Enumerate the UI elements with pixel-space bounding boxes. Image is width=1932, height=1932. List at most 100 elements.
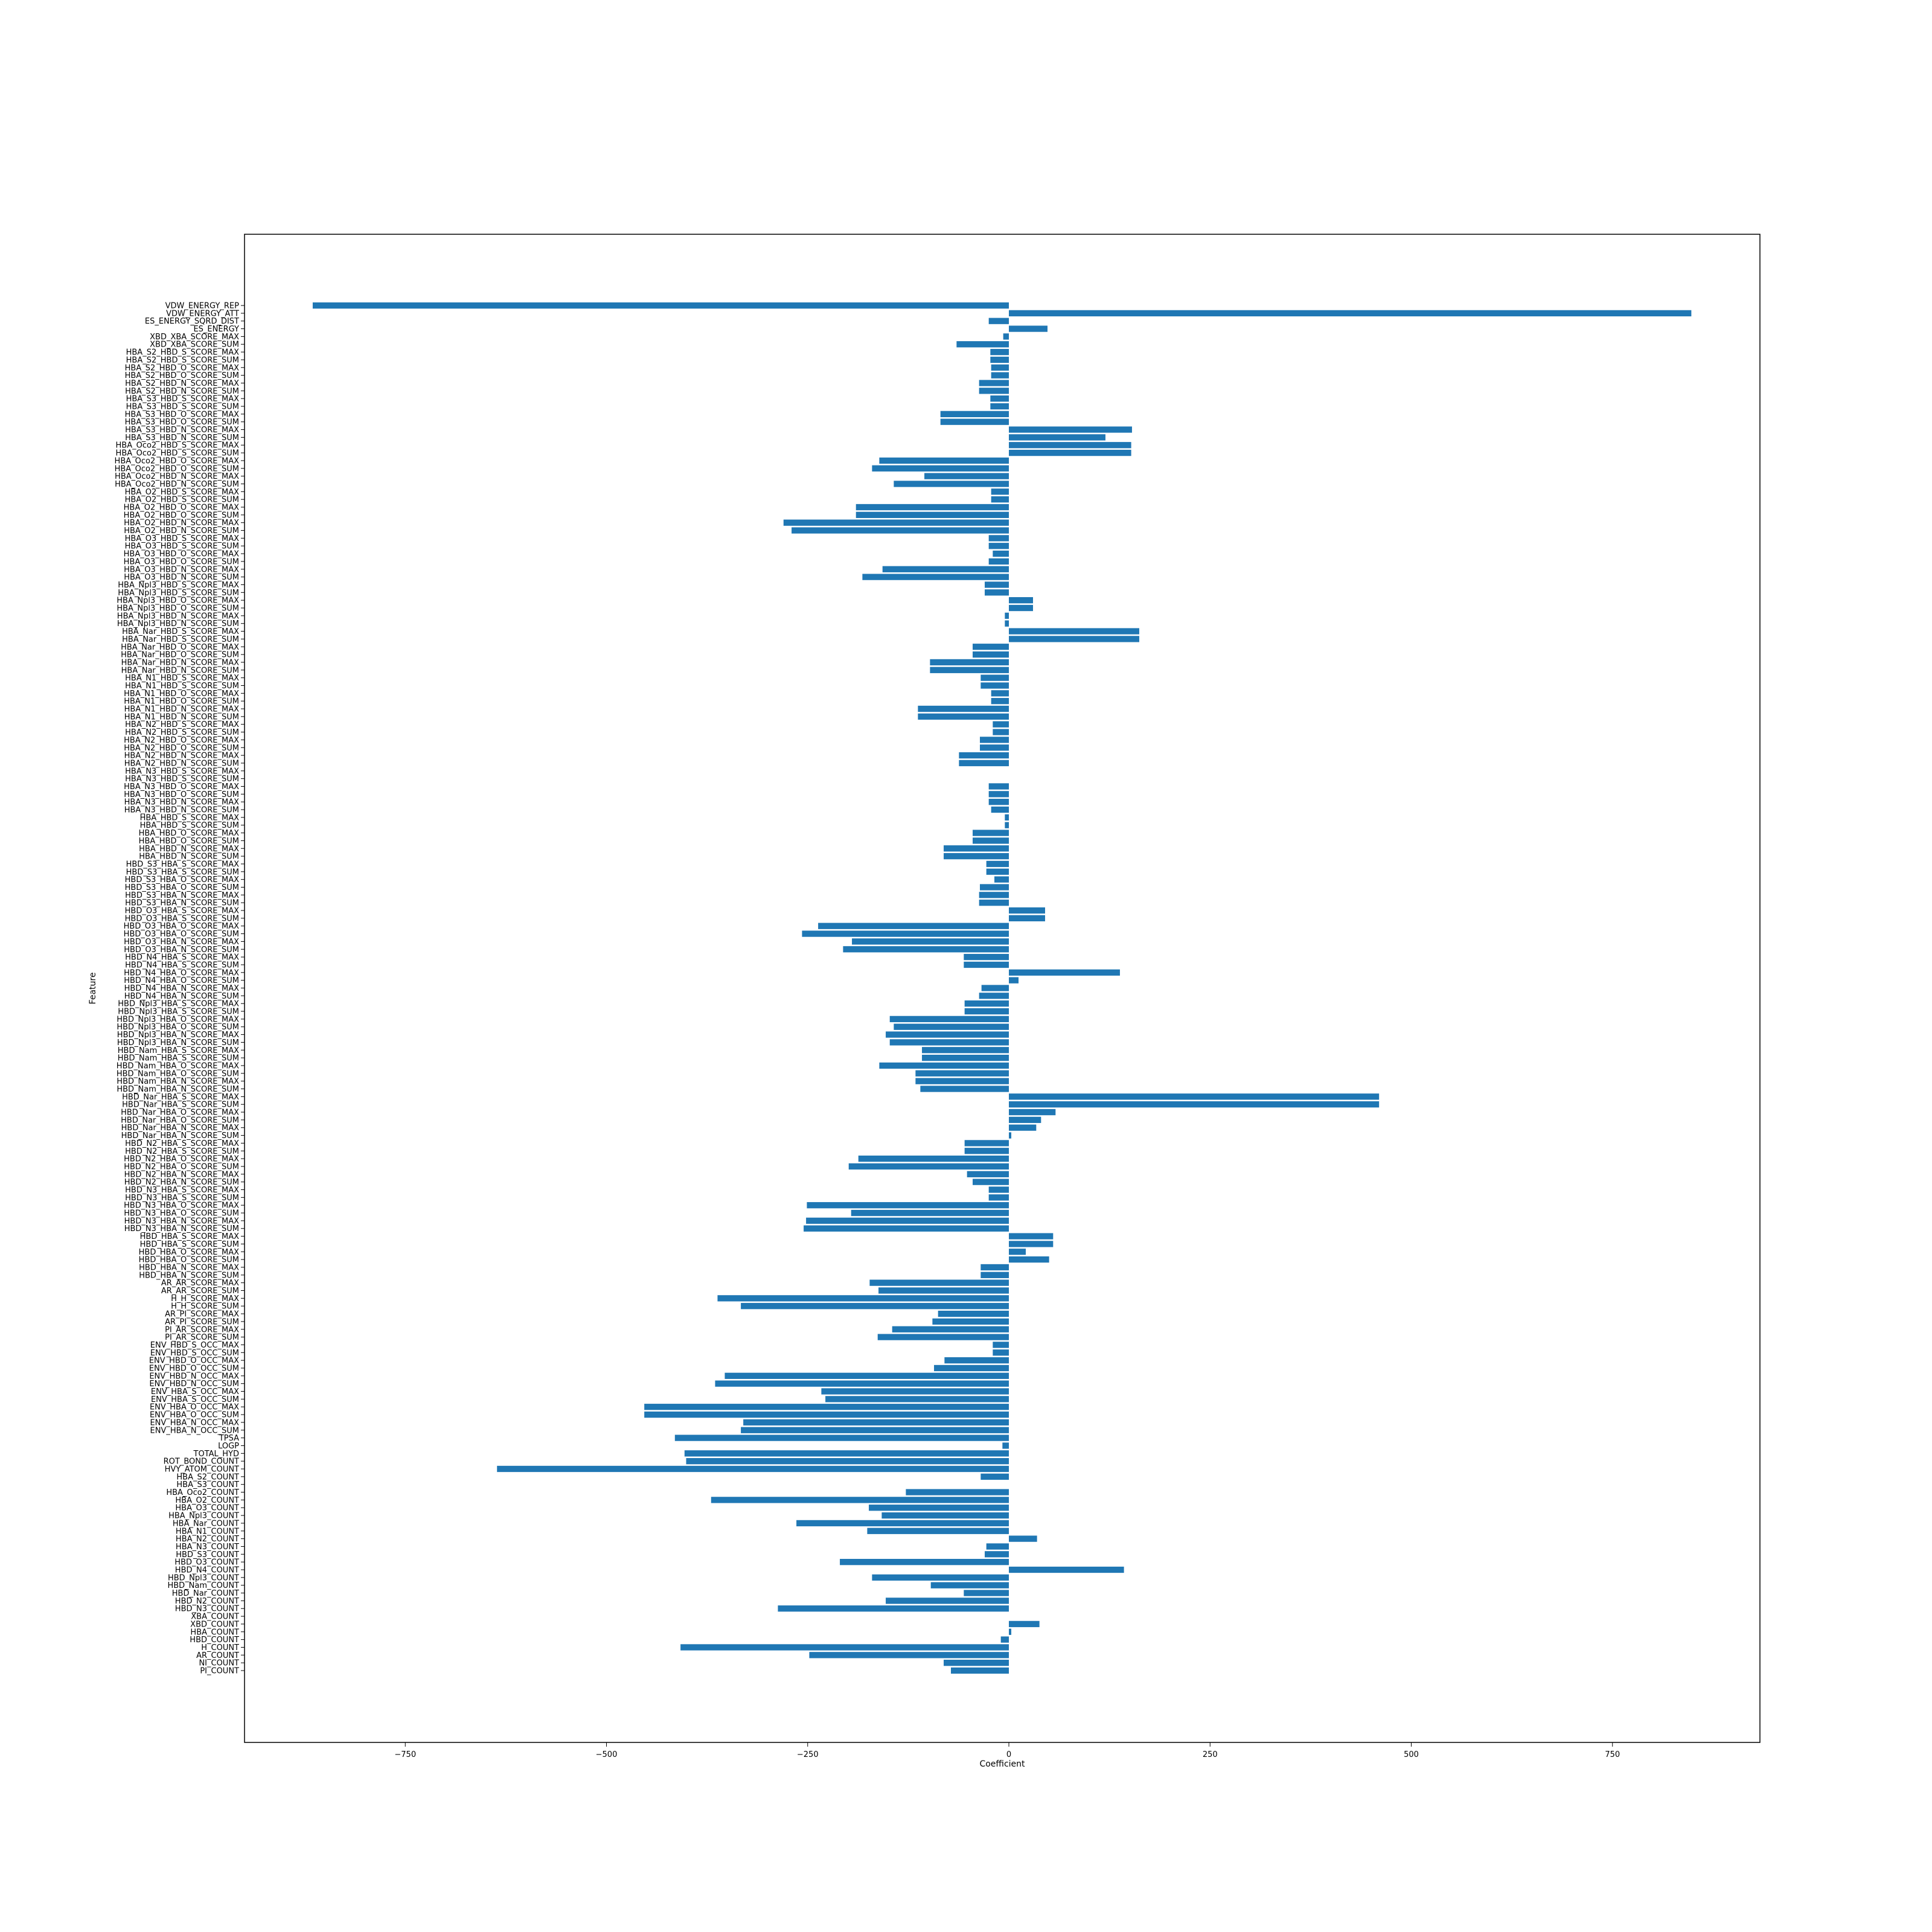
bar xyxy=(312,302,1009,309)
bar xyxy=(802,930,1009,937)
y-tick-label: HBD_HBA_S_SCORE_MAX xyxy=(140,1232,239,1241)
y-tick-label: HBA_Nar_HBD_S_SCORE_MAX xyxy=(122,627,239,636)
bar xyxy=(924,473,1009,479)
y-tick-label: HBA_S2_HBD_N_SCORE_MAX xyxy=(125,379,239,388)
y-tick-label: HBD_HBA_N_SCORE_SUM xyxy=(139,1271,239,1280)
bar xyxy=(741,1303,1009,1310)
bar xyxy=(964,1590,1009,1596)
y-tick-label: HBD_N4_HBA_N_SCORE_MAX xyxy=(124,984,239,993)
bar xyxy=(993,550,1009,557)
bar xyxy=(964,961,1009,968)
bar xyxy=(778,1605,1009,1612)
y-tick-label: HBD_O3_HBA_S_SCORE_MAX xyxy=(125,907,239,916)
bar xyxy=(988,1186,1009,1193)
y-tick-label: HBA_N2_HBD_O_SCORE_MAX xyxy=(124,736,239,745)
bar xyxy=(715,1380,1009,1387)
y-tick-label: HBA_Oco2_HBD_O_SCORE_MAX xyxy=(115,456,240,465)
y-tick-label: HBD_Npl3_COUNT xyxy=(168,1573,239,1582)
y-tick-label: HBA_N2_COUNT xyxy=(176,1535,239,1544)
y-tick-label: HBD_HBA_N_SCORE_MAX xyxy=(139,1263,239,1272)
y-tick-label: HBD_N2_HBA_N_SCORE_SUM xyxy=(124,1178,239,1187)
bar xyxy=(922,1054,1009,1061)
y-tick-label: HBD_O3_COUNT xyxy=(174,1558,239,1567)
bar xyxy=(809,1652,1009,1659)
bar xyxy=(886,1031,1009,1038)
bar xyxy=(988,799,1009,805)
y-tick-label: HBD_Npl3_HBA_N_SCORE_SUM xyxy=(117,1038,239,1048)
y-tick-label: HBA_Nar_HBD_O_SCORE_SUM xyxy=(121,651,239,660)
y-tick-label: HBD_Npl3_HBA_N_SCORE_MAX xyxy=(117,1031,239,1040)
bar xyxy=(684,1450,1009,1457)
bar xyxy=(944,1660,1009,1666)
y-tick-label: ENV_HBD_S_OCC_SUM xyxy=(150,1349,239,1358)
bar xyxy=(930,667,1009,673)
y-tick-label: HBA_Oco2_HBD_O_SCORE_SUM xyxy=(115,464,239,473)
y-tick-label: HBA_O3_HBD_S_SCORE_MAX xyxy=(125,534,239,543)
y-tick-label: TPSA xyxy=(219,1434,239,1443)
bar xyxy=(851,1209,1009,1217)
y-tick-label: ENV_HBD_O_OCC_SUM xyxy=(149,1364,239,1373)
bar xyxy=(940,418,1009,425)
y-tick-label: HBD_N3_HBA_N_SCORE_SUM xyxy=(124,1224,239,1233)
bar xyxy=(973,837,1009,844)
x-tick-label: 250 xyxy=(1203,1750,1218,1759)
y-tick-label: HBD_N3_HBA_O_SCORE_MAX xyxy=(124,1201,239,1211)
y-tick-label: HBA_N1_HBD_S_SCORE_MAX xyxy=(125,674,239,683)
bar xyxy=(991,690,1009,697)
x-axis-ticks: −750 −500 −250 0 250 500 750 xyxy=(394,1742,1620,1759)
y-tick-label: HBA_S3_HBD_O_SCORE_SUM xyxy=(125,418,239,427)
bar xyxy=(991,372,1009,379)
y-tick-label: ROT_BOND_COUNT xyxy=(164,1457,239,1467)
bar xyxy=(980,1271,1009,1278)
bar xyxy=(889,1039,1009,1046)
bar xyxy=(1009,1628,1011,1635)
y-tick-label: HBD_N4_COUNT xyxy=(175,1566,239,1575)
y-tick-label: HBA_Npl3_HBD_N_SCORE_MAX xyxy=(117,612,239,621)
bar xyxy=(1009,1233,1054,1239)
bar xyxy=(1005,814,1009,821)
bar xyxy=(959,752,1009,759)
bar xyxy=(1009,597,1033,604)
bar xyxy=(711,1497,1009,1503)
y-tick-label: HBA_Oco2_HBD_N_SCORE_MAX xyxy=(115,472,239,481)
bar xyxy=(882,566,1009,572)
bar xyxy=(973,651,1009,658)
bar xyxy=(858,1155,1009,1162)
y-tick-label: HBD_Npl3_HBA_O_SCORE_SUM xyxy=(117,1023,239,1032)
y-axis-label: Feature xyxy=(88,973,98,1005)
x-tick-label: 500 xyxy=(1404,1750,1419,1759)
x-tick-label: 750 xyxy=(1605,1750,1620,1759)
bar xyxy=(980,744,1009,751)
y-tick-label: HBD_Nar_HBA_N_SCORE_SUM xyxy=(121,1131,239,1140)
bar xyxy=(993,1342,1009,1348)
bar xyxy=(979,388,1009,394)
y-tick-label: PI_AR_SCORE_MAX xyxy=(165,1325,239,1334)
bar xyxy=(993,1349,1009,1356)
y-tick-label: HBD_N4_HBA_S_SCORE_SUM xyxy=(125,961,239,970)
y-tick-label: HBA_N1_COUNT xyxy=(176,1527,239,1536)
bar xyxy=(818,923,1009,929)
y-tick-label: HBA_O2_COUNT xyxy=(175,1496,239,1505)
bar xyxy=(825,1396,1009,1403)
bar xyxy=(877,1334,1009,1340)
y-tick-label: HBD_N3_HBA_O_SCORE_SUM xyxy=(124,1209,239,1218)
bar xyxy=(991,496,1009,503)
plot-frame xyxy=(244,234,1761,1743)
bar xyxy=(886,1598,1009,1604)
y-tick-label: HBD_Nam_HBA_O_SCORE_SUM xyxy=(117,1069,239,1078)
bar xyxy=(990,403,1009,410)
bar xyxy=(988,535,1009,542)
y-tick-label: HBA_Npl3_HBD_O_SCORE_MAX xyxy=(117,597,239,606)
y-tick-label: H_H_SCORE_SUM xyxy=(171,1302,239,1311)
bar xyxy=(878,1287,1009,1294)
y-tick-label: HBD_HBA_O_SCORE_SUM xyxy=(139,1256,239,1265)
bar xyxy=(944,845,1009,852)
y-tick-label: HBD_Nam_HBA_N_SCORE_SUM xyxy=(117,1085,239,1094)
y-tick-label: VDW_ENERGY_REP xyxy=(165,302,240,311)
bar xyxy=(1009,915,1045,922)
bar xyxy=(938,1310,1009,1317)
bar xyxy=(991,806,1009,813)
y-tick-label: HBA_N3_HBD_S_SCORE_MAX xyxy=(125,767,239,776)
bar xyxy=(881,1512,1009,1519)
y-tick-label: ENV_HBD_N_OCC_SUM xyxy=(149,1380,239,1389)
